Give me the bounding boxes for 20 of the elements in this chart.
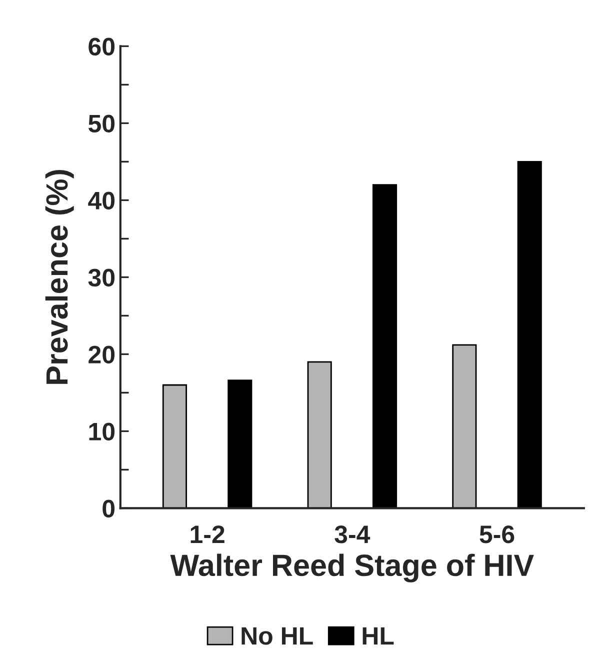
x-tick-label: 3-4 (334, 526, 370, 544)
y-tick-label: 30 (88, 268, 115, 287)
y-tick-label: 40 (88, 192, 115, 210)
bar (228, 380, 252, 508)
y-tick-label: 50 (88, 114, 115, 133)
y-tick-label: 0 (102, 500, 115, 518)
bar (517, 161, 542, 508)
bar (162, 384, 188, 508)
y-axis-title: Prevalence (%) (45, 170, 74, 384)
y-tick-label: 20 (88, 346, 115, 364)
y-tick-label: 10 (89, 422, 115, 441)
x-axis-title: Walter Reed Stage of HIV (170, 554, 534, 582)
x-tick-label: 1-2 (190, 526, 224, 543)
legend-label: No HL (242, 627, 313, 645)
bar (372, 184, 398, 508)
bar (307, 361, 332, 508)
x-tick-label: 5-6 (480, 526, 514, 544)
legend-label: HL (362, 627, 394, 645)
bar (452, 344, 477, 508)
y-tick-label: 60 (88, 38, 115, 56)
